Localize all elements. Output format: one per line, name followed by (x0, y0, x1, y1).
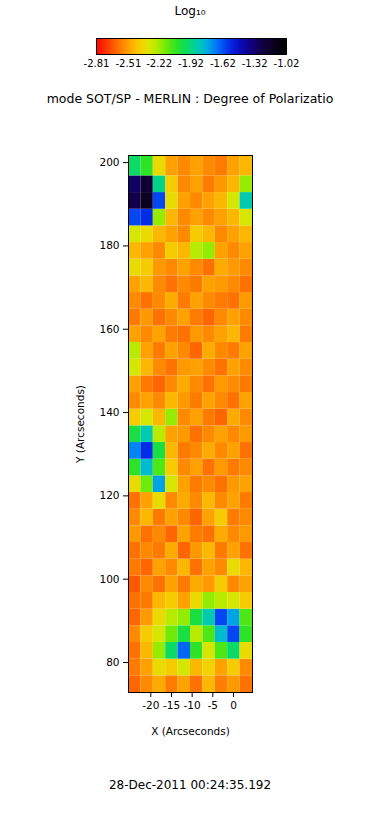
svg-text:-5: -5 (208, 699, 218, 711)
svg-text:-10: -10 (184, 699, 201, 711)
html-text:Log₁₀: Log₁₀ (174, 4, 206, 18)
svg-text:160: 160 (99, 323, 119, 335)
svg-text:100: 100 (99, 573, 119, 585)
svg-text:-2.51: -2.51 (115, 58, 141, 69)
svg-text:-2.81: -2.81 (84, 58, 110, 69)
svg-text:-1.02: -1.02 (274, 58, 300, 69)
svg-text:-15: -15 (163, 699, 180, 711)
svg-text:Y (Arcseconds): Y (Arcseconds) (74, 385, 86, 464)
html-text:mode SOT/SP - MERLIN : Degree: mode SOT/SP - MERLIN : Degree of Polariz… (46, 91, 334, 106)
svg-text:140: 140 (99, 406, 119, 418)
svg-text:-1.32: -1.32 (242, 58, 268, 69)
svg-text:-20: -20 (142, 699, 159, 711)
svg-text:-1.62: -1.62 (210, 58, 236, 69)
svg-text:120: 120 (99, 489, 119, 501)
svg-text:0: 0 (230, 699, 237, 711)
svg-text:80: 80 (106, 656, 119, 668)
svg-text:180: 180 (99, 239, 119, 251)
svg-text:-2.22: -2.22 (146, 58, 172, 69)
svg-text:-1.92: -1.92 (178, 58, 204, 69)
html-text:28-Dec-2011 00:24:35.192: 28-Dec-2011 00:24:35.192 (108, 778, 272, 792)
svg-text:X (Arcseconds): X (Arcseconds) (151, 725, 230, 737)
svg-text:200: 200 (99, 156, 119, 168)
